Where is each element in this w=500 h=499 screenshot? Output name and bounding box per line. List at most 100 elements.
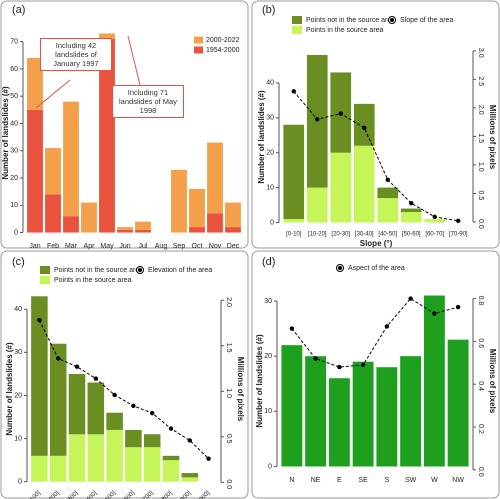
- bar: [31, 455, 48, 482]
- bar: [27, 109, 43, 233]
- x-tick-label: [70-90]: [449, 232, 468, 238]
- panel-frame: [0, 250, 249, 499]
- x-tick-label: Mar: [65, 243, 78, 250]
- bar: [181, 477, 199, 482]
- bar: [125, 447, 142, 482]
- legend-swatch: [194, 46, 203, 54]
- point: [313, 356, 318, 361]
- y-tick-label: 10: [14, 435, 22, 442]
- line: [291, 297, 459, 368]
- annotation: Including 42 landslides of January 1997: [40, 38, 112, 71]
- bar: [353, 145, 375, 223]
- point: [74, 364, 80, 369]
- bar: [328, 378, 350, 467]
- y2-axis-label: Millions of pixels: [488, 349, 497, 414]
- y2-tick-label: 0.0: [477, 219, 484, 229]
- point: [168, 426, 174, 431]
- x-tick-label: Dec: [227, 243, 240, 250]
- bar: [68, 373, 86, 435]
- legend-label: Points in the source area: [54, 277, 132, 284]
- point: [289, 326, 295, 331]
- bar: [181, 473, 199, 478]
- x-axis-label: Slope (°): [360, 239, 393, 248]
- legend-marker: [390, 18, 394, 22]
- point: [131, 403, 136, 409]
- legend-label: 2000-2022: [206, 37, 240, 44]
- legend-label: Slope of the area: [400, 17, 453, 24]
- y-tick-label: 20: [10, 175, 18, 182]
- legend-swatch: [292, 26, 302, 34]
- legend-label: Points not in the source area: [54, 267, 143, 274]
- y-tick-label: 30: [10, 148, 18, 155]
- x-tick-label: Feb: [47, 243, 59, 250]
- bar: [189, 188, 205, 228]
- panel-label: (d): [262, 256, 275, 268]
- y-tick-label: 20: [264, 353, 272, 360]
- legend-swatch: [40, 266, 50, 274]
- x-tick-label: [40-50]: [378, 232, 397, 238]
- point: [362, 125, 367, 131]
- bar: [447, 339, 469, 467]
- legend-marker: [338, 266, 342, 270]
- bar: [207, 213, 223, 233]
- x-tick-label: [0-10]: [286, 232, 302, 238]
- bar: [45, 194, 61, 233]
- legend-label: Aspect of the area: [348, 265, 405, 272]
- bar: [106, 412, 123, 430]
- bar: [135, 221, 151, 230]
- y2-tick-label: 2.0: [477, 105, 484, 115]
- point: [150, 410, 155, 416]
- bar: [377, 187, 399, 199]
- bar: [225, 227, 241, 233]
- point: [455, 304, 461, 310]
- point: [291, 89, 296, 94]
- bar: [49, 343, 67, 456]
- point: [206, 456, 211, 461]
- point: [337, 364, 342, 370]
- y-tick-label: 20: [14, 392, 22, 399]
- point: [93, 376, 99, 381]
- y-tick-label: 50: [10, 93, 18, 100]
- bar: [49, 455, 67, 482]
- x-tick-label: Jun: [119, 243, 130, 250]
- y-tick-label: 10: [10, 202, 18, 209]
- y2-tick-label: 0.6: [477, 338, 484, 348]
- x-tick-label: Aug: [155, 243, 168, 250]
- bar: [377, 198, 399, 223]
- annotation-arrow: [127, 35, 141, 86]
- y-tick-label: 40: [266, 80, 274, 87]
- x-tick-label: NE: [311, 477, 321, 484]
- point: [112, 392, 117, 398]
- point: [384, 324, 390, 329]
- bar: [306, 187, 328, 223]
- y-tick-label: 40: [10, 120, 18, 127]
- y2-tick-label: 1.5: [477, 133, 484, 143]
- bar: [376, 367, 398, 467]
- y-tick-label: 60: [10, 66, 18, 73]
- bar: [99, 38, 115, 233]
- bar: [207, 142, 223, 214]
- y-tick-label: 30: [14, 349, 22, 356]
- y2-axis-label: Millions of pixels: [488, 105, 497, 170]
- point: [37, 318, 42, 323]
- y-axis-label: Number of landslides (#): [255, 334, 264, 428]
- bar: [225, 202, 241, 228]
- y2-tick-label: 0.4: [477, 381, 484, 391]
- bar: [117, 227, 133, 230]
- x-tick-label: E: [337, 477, 342, 484]
- y2-tick-label: 0.0: [477, 467, 484, 477]
- y-tick-label: 0: [18, 479, 22, 486]
- bar: [81, 202, 97, 233]
- y-tick-label: 40: [14, 306, 22, 313]
- bar: [281, 345, 303, 467]
- y-tick-label: 30: [266, 115, 274, 122]
- bar: [283, 124, 305, 220]
- y2-tick-label: 3.0: [477, 48, 484, 58]
- y-tick-label: 20: [266, 150, 274, 157]
- point: [409, 200, 414, 206]
- x-tick-label: Jul: [139, 243, 148, 250]
- bar: [135, 229, 151, 233]
- y-axis-label: Number of landslides (#): [257, 90, 266, 184]
- panel-label: (a): [12, 4, 25, 16]
